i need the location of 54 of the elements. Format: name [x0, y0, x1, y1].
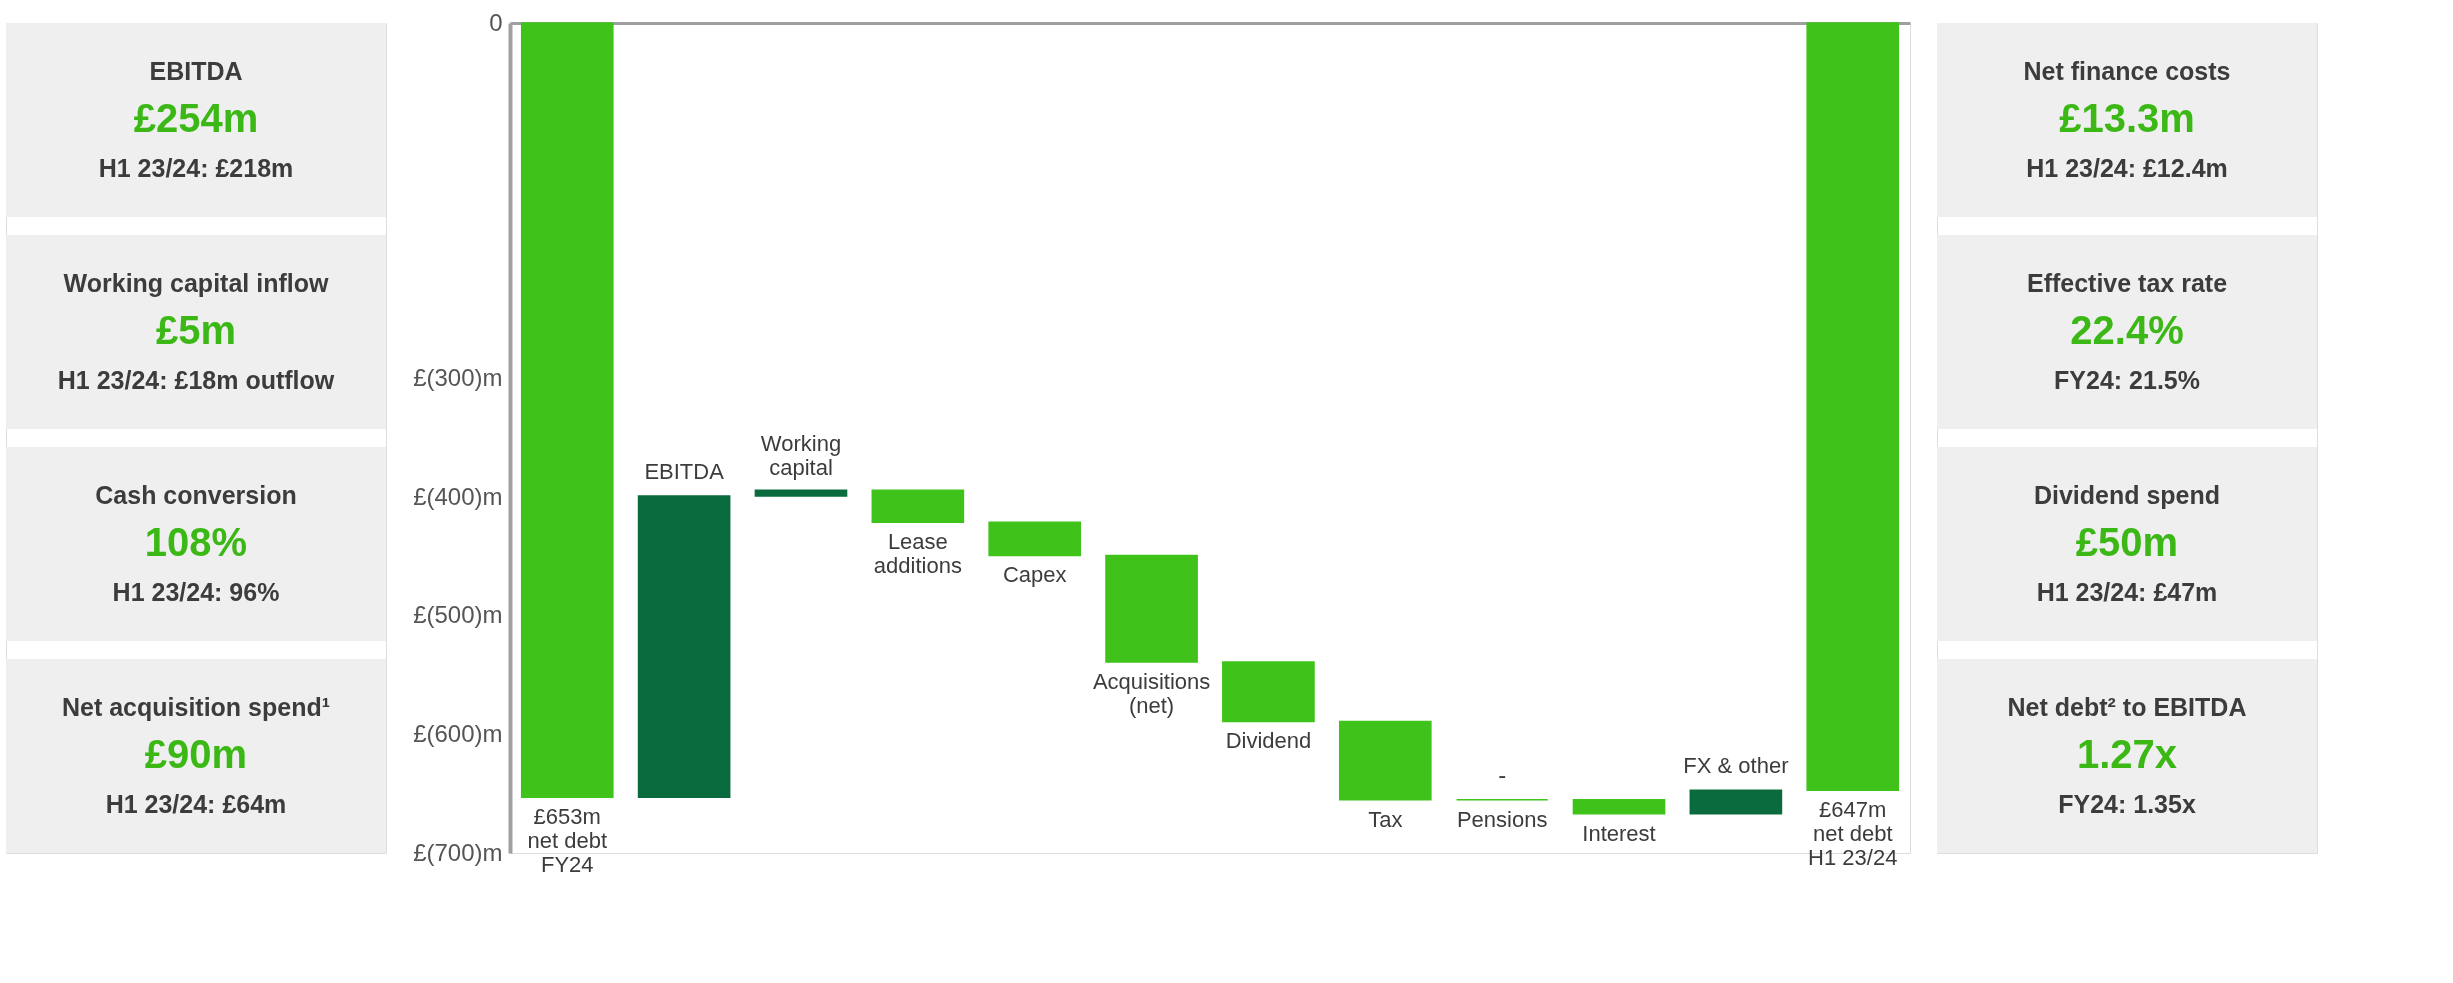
category-label: Pensions — [1456, 806, 1548, 832]
y-tick-label: £(700)m — [413, 838, 503, 866]
text: Cash conversion — [95, 480, 297, 509]
category-label: Interest — [1582, 820, 1656, 846]
bar — [1806, 22, 1900, 791]
bar — [871, 489, 965, 523]
text: H1 23/24: £218m — [98, 153, 294, 182]
bar — [1689, 789, 1783, 815]
text: £5m — [155, 308, 237, 352]
text: £50m — [2075, 520, 2179, 564]
category-label: EBITDA — [644, 459, 724, 485]
category-label: Acquisitions (net) — [1092, 669, 1211, 719]
y-tick-label: 0 — [489, 8, 503, 36]
bar — [1338, 720, 1432, 801]
text: FY24: 1.35x — [2058, 789, 2196, 818]
category-label: FX & other — [1683, 753, 1789, 779]
text: H1 23/24: £18m outflow — [57, 365, 335, 394]
text: H1 23/24: £64m — [105, 789, 287, 818]
data-label: - — [1498, 760, 1507, 788]
text: £254m — [133, 96, 259, 140]
text: Net debt² to EBITDA — [2007, 692, 2247, 721]
text: Effective tax rate — [2026, 268, 2228, 297]
text: Net acquisition spend¹ — [61, 692, 331, 721]
bar — [988, 521, 1082, 557]
text: £13.3m — [2059, 96, 2195, 140]
category-label: Dividend — [1225, 728, 1312, 754]
bar — [520, 22, 614, 799]
text: Net finance costs — [2023, 56, 2231, 85]
bar — [1222, 661, 1315, 723]
y-tick-label: £(500)m — [413, 601, 503, 629]
bar — [754, 489, 848, 497]
text: EBITDA — [149, 56, 243, 85]
category-label: Capex — [1002, 562, 1067, 588]
y-tick-label: £(300)m — [413, 364, 503, 392]
bar — [1572, 798, 1666, 815]
text: H1 23/24: £47m — [2036, 577, 2218, 606]
bar — [1105, 554, 1198, 663]
text: £90m — [144, 732, 248, 776]
text: Dividend spend — [2033, 480, 2221, 509]
y-tick-label: £(600)m — [413, 719, 503, 747]
text: H1 23/24: 96% — [112, 577, 280, 606]
text: 22.4% — [2070, 308, 2184, 352]
category-label: Tax — [1368, 806, 1403, 832]
category-label: Working capital — [760, 431, 842, 481]
text: H1 23/24: £12.4m — [2026, 153, 2228, 182]
text: FY24: 21.5% — [2054, 365, 2200, 394]
category-label: £647m net debt H1 23/24 — [1808, 797, 1898, 871]
text: Working capital inflow — [63, 268, 329, 297]
category-label: £653m net debt FY24 — [527, 804, 608, 878]
bar — [637, 495, 731, 799]
category-label: Lease additions — [873, 529, 962, 579]
text: 1.27x — [2076, 732, 2178, 776]
text: 108% — [144, 520, 248, 564]
y-tick-label: £(400)m — [413, 482, 503, 510]
